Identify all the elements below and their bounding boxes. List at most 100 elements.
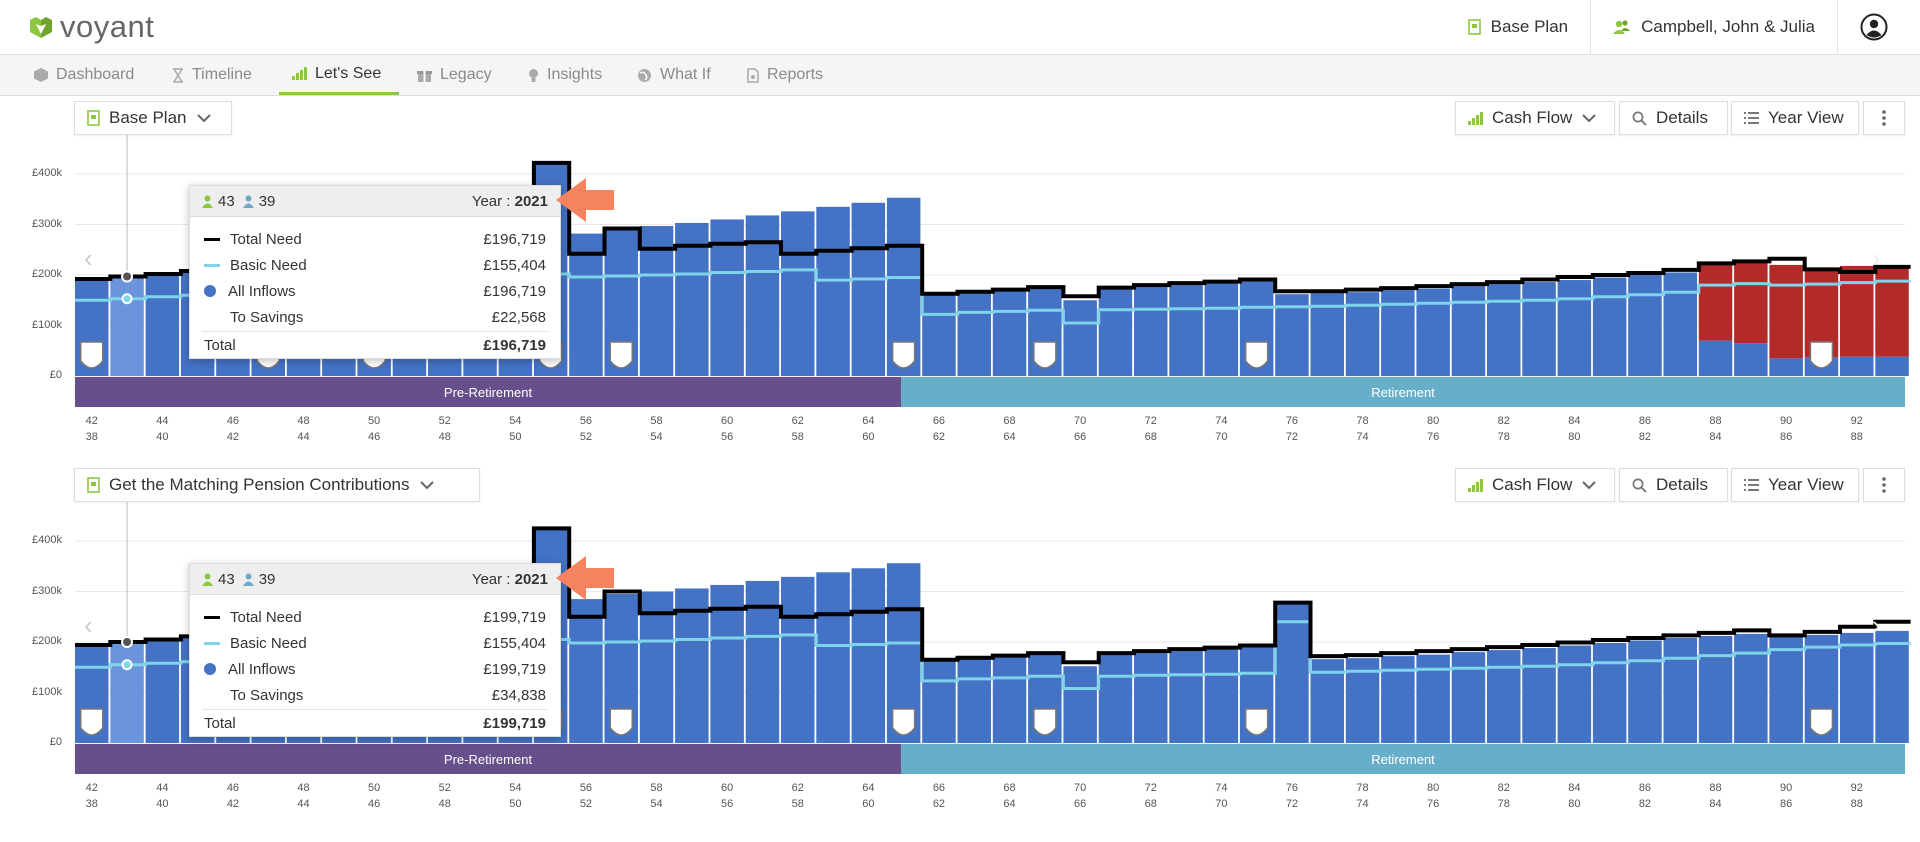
event-marker-icon (891, 708, 916, 736)
shortfall-bar (1698, 262, 1733, 341)
inflow-bar (1698, 340, 1733, 376)
year-view-button[interactable]: Year View (1731, 468, 1859, 502)
chart-type-label: Cash Flow (1492, 475, 1573, 494)
x-tick-label-secondary: 78 (1497, 798, 1510, 810)
plan-document-icon (87, 477, 100, 493)
year-view-button[interactable]: Year View (1731, 101, 1859, 135)
tab-timeline[interactable]: Timeline (159, 55, 265, 95)
x-tick-label: 56 (579, 782, 593, 794)
year-label: Year : (471, 192, 515, 210)
x-tick-label: 68 (1003, 782, 1016, 794)
x-tick-label: 72 (1144, 415, 1157, 427)
x-tick-label-secondary: 78 (1497, 431, 1510, 443)
voyant-logo[interactable]: voyant (28, 9, 154, 45)
x-tick-label-secondary: 88 (1850, 798, 1863, 810)
inflow-bar (922, 661, 956, 743)
x-tick-label: 72 (1144, 782, 1157, 794)
year-view-label: Year View (1768, 475, 1844, 494)
shortfall-bar (1769, 264, 1803, 359)
retirement-band: Retirement (901, 744, 1905, 774)
inflow-bar (1769, 636, 1803, 743)
x-tick-label: 84 (1568, 415, 1581, 427)
x-tick-label: 42 (85, 415, 98, 427)
more-options-button[interactable] (1863, 101, 1905, 135)
user-profile-icon (1860, 13, 1888, 41)
x-tick-label: 82 (1497, 415, 1510, 427)
inflow-bar (816, 572, 850, 743)
inflow-bar (851, 568, 886, 743)
tab-lets-see[interactable]: Let's See (279, 55, 399, 95)
details-button[interactable]: Details (1619, 468, 1728, 502)
client-selector[interactable]: Campbell, John & Julia (1590, 0, 1837, 54)
tab-reports[interactable]: Reports (734, 55, 836, 95)
x-tick-label: 68 (1003, 415, 1016, 427)
gift-icon (417, 71, 432, 82)
inflow-bar (1769, 358, 1803, 376)
scenario-dropdown[interactable]: Get the Matching Pension Contributions (74, 468, 480, 502)
x-tick-label-secondary: 70 (1215, 798, 1228, 810)
tooltip-row-all-inflows: All Inflows £196,719 (190, 281, 560, 301)
chart-type-dropdown[interactable]: Cash Flow (1455, 101, 1615, 135)
row-value: £199,719 (483, 660, 546, 678)
tab-legacy[interactable]: Legacy (404, 55, 505, 95)
plan-selector[interactable]: Base Plan (1446, 0, 1591, 54)
x-tick-label: 92 (1850, 415, 1863, 427)
chart-next-arrow-icon[interactable]: › (1872, 610, 1881, 640)
x-tick-label: 44 (156, 782, 169, 794)
inflow-bar (1592, 277, 1627, 376)
x-tick-label: 64 (862, 415, 875, 427)
chart-next-arrow-icon[interactable]: › (1872, 243, 1881, 273)
inflow-bar (1522, 648, 1556, 743)
tab-what-if[interactable]: What If (624, 55, 724, 95)
details-button[interactable]: Details (1619, 101, 1728, 135)
person-icon (242, 195, 254, 208)
row-label: Basic Need (230, 256, 307, 274)
inflow-bar (1451, 652, 1486, 743)
x-tick-label-secondary: 44 (297, 798, 310, 810)
chevron-down-icon (419, 480, 434, 489)
row-label: Total Need (230, 608, 302, 626)
chart-prev-arrow-icon[interactable]: ‹ (84, 243, 93, 273)
y-tick-label: £100k (32, 685, 62, 698)
row-label: To Savings (230, 686, 304, 704)
search-icon (1632, 111, 1647, 126)
more-vertical-icon (1882, 477, 1886, 493)
inflow-bar (1557, 645, 1592, 743)
user-account-button[interactable] (1837, 0, 1920, 54)
inflow-bar (569, 233, 603, 376)
annotation-arrow-icon (556, 556, 614, 600)
tab-insights[interactable]: Insights (515, 55, 615, 95)
row-value: £155,404 (483, 634, 546, 652)
age-secondary: 39 (258, 192, 276, 210)
x-tick-label-secondary: 80 (1568, 798, 1581, 810)
year-tooltip: 43 39 Year : 2021 Total Need £196,719 Bas… (189, 185, 561, 359)
y-tick-label: £300k (32, 217, 62, 230)
x-tick-label: 48 (297, 415, 310, 427)
inflow-bar (1840, 632, 1874, 743)
total-label: Total (204, 714, 236, 732)
x-tick-label: 46 (226, 782, 240, 794)
x-tick-label-secondary: 58 (791, 798, 804, 810)
tab-dashboard[interactable]: Dashboard (21, 55, 147, 95)
shortfall-bar (1875, 265, 1909, 357)
x-tick-label: 74 (1215, 415, 1228, 427)
more-options-button[interactable] (1863, 468, 1905, 502)
x-tick-label-secondary: 50 (509, 431, 522, 443)
x-tick-label-secondary: 42 (226, 431, 240, 443)
inflow-bar (1557, 280, 1592, 376)
inflow-bar (1169, 651, 1203, 743)
chart-type-label: Cash Flow (1492, 108, 1573, 127)
chart-type-dropdown[interactable]: Cash Flow (1455, 468, 1615, 502)
bar-chart-icon (1468, 111, 1483, 125)
x-tick-label: 82 (1497, 782, 1510, 794)
y-tick-label: £200k (32, 268, 62, 280)
total-need-point (121, 636, 134, 648)
scenario-dropdown[interactable]: Base Plan (74, 101, 232, 135)
inflow-bar (1875, 630, 1909, 743)
row-label: Basic Need (230, 634, 307, 652)
year-view-label: Year View (1768, 108, 1844, 127)
inflow-bar (816, 206, 850, 376)
x-tick-label: 52 (438, 782, 451, 794)
chart-prev-arrow-icon[interactable]: ‹ (84, 610, 93, 640)
age-secondary: 39 (258, 570, 276, 588)
